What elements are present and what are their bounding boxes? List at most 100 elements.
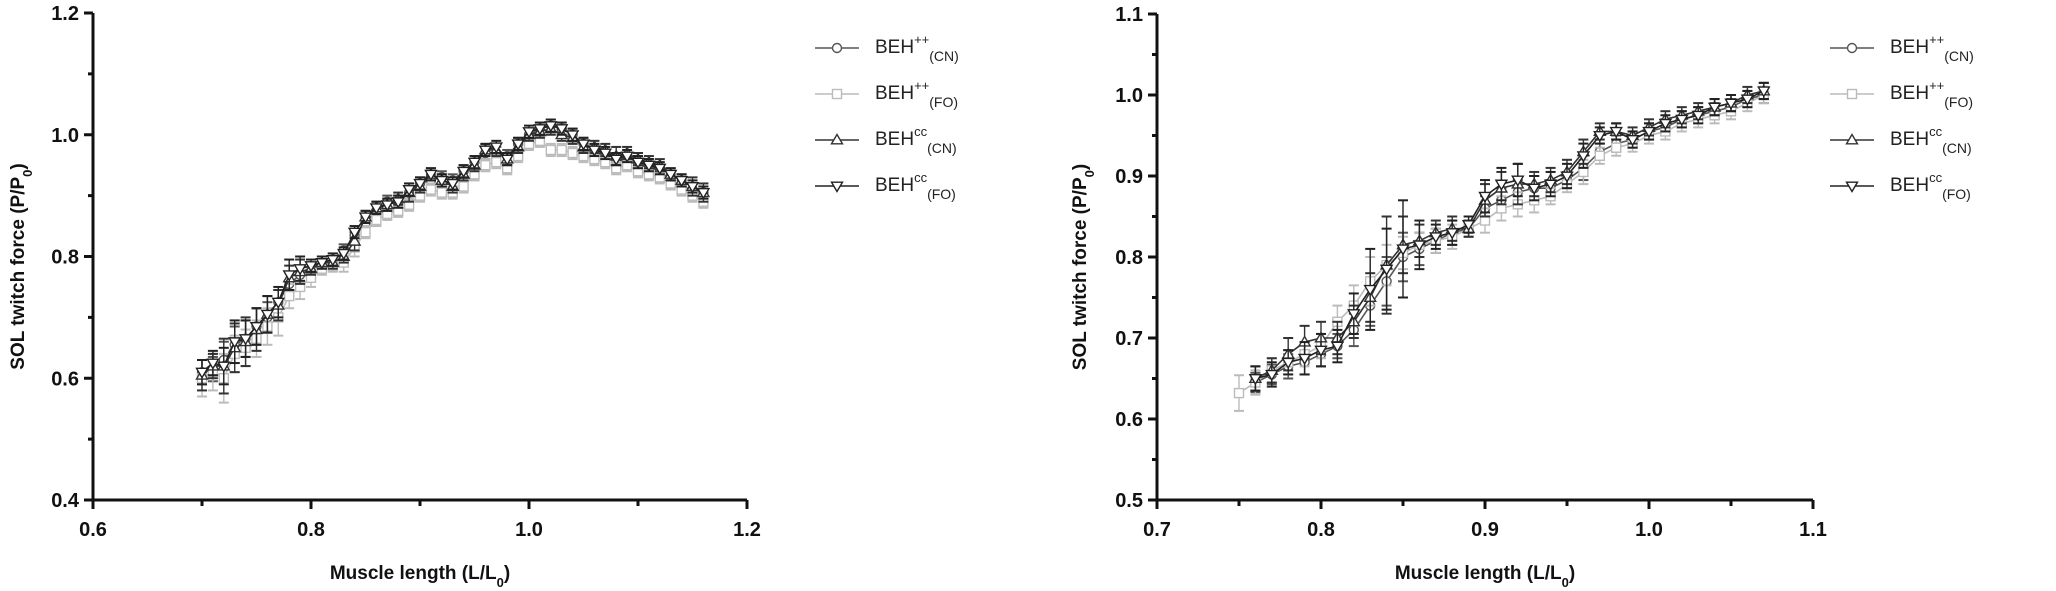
data-point [195, 367, 209, 380]
y-tick-label: 1.0 [1115, 85, 1143, 107]
data-point [1642, 126, 1656, 139]
legend-label-superscript: ++ [914, 32, 929, 47]
series-triangle-up [195, 121, 711, 395]
data-point [458, 181, 469, 192]
y-tick-label: 1.0 [51, 125, 79, 147]
data-point [238, 334, 253, 346]
axis-title: SOL twitch force (P/P0) [1070, 164, 1097, 370]
data-point [402, 184, 416, 197]
data-point [1740, 94, 1755, 106]
data-point [456, 166, 471, 179]
x-tick-label: 0.8 [1307, 519, 1335, 541]
series-line [1255, 90, 1764, 380]
data-point [1347, 309, 1361, 321]
axis-title: SOL twitch force (P/P0) [8, 163, 35, 369]
data-point [609, 154, 623, 166]
data-point [545, 144, 556, 156]
data-point [326, 254, 340, 267]
legend-label-subscript: (CN) [1944, 48, 1974, 64]
y-tick-label: 1.2 [51, 3, 79, 25]
legend-label: BEHcc(CN) [875, 124, 957, 156]
data-point [360, 226, 371, 238]
data-point [567, 147, 578, 159]
data-point [511, 139, 525, 151]
data-point [260, 309, 275, 322]
y-tick-label: 0.6 [1115, 409, 1143, 431]
data-point [491, 156, 502, 168]
x-tick-label: 0.8 [297, 519, 325, 541]
data-point [478, 145, 493, 157]
series-line [1255, 90, 1765, 380]
data-point [1594, 150, 1606, 161]
data-point [435, 175, 449, 188]
data-point [480, 159, 491, 171]
legend-label-superscript: ++ [1929, 78, 1944, 93]
axis-title: Muscle length (L/L0) [330, 563, 510, 590]
data-point [445, 178, 460, 191]
data-point [685, 181, 700, 194]
data-point [1625, 134, 1640, 147]
data-point [1658, 118, 1673, 131]
data-point [554, 124, 569, 136]
legend-item: BEHcc(CN) [815, 124, 957, 156]
legend-label: BEH++(CN) [875, 32, 959, 64]
data-point [522, 127, 536, 139]
legend-item: BEHcc(CN) [1830, 124, 1972, 156]
data-point [1429, 232, 1443, 244]
data-point [425, 184, 437, 195]
data-point [1379, 264, 1394, 277]
data-point [1675, 114, 1689, 127]
data-point [371, 214, 382, 226]
data-point [347, 234, 362, 246]
legend-marker [831, 88, 843, 100]
axis-title-subscript: 0 [1082, 170, 1097, 177]
data-point [1707, 102, 1722, 115]
chart-2: 0.5 0.6 0.7 0.8 0.9 1.0 1.1 0.7 0.8 0.9 1.0 1.1 Musc… [1070, 4, 1974, 590]
legend-item: BEHcc(FO) [815, 170, 956, 202]
data-point [1330, 341, 1345, 353]
data-point [653, 163, 667, 176]
legend-label-superscript: ++ [1929, 32, 1944, 47]
axis-title-subscript: 0 [1562, 575, 1569, 590]
legend-marker [1846, 88, 1858, 100]
legend-label: BEH++(FO) [1890, 78, 1973, 110]
data-point [1363, 284, 1377, 297]
legend-label-superscript: ++ [914, 78, 929, 93]
axis-title: Muscle length (L/L0) [1395, 563, 1575, 590]
legend-marker [1846, 42, 1858, 54]
data-point [500, 154, 514, 166]
legend-marker [1845, 133, 1859, 145]
data-point [1511, 175, 1525, 187]
data-point [271, 297, 286, 310]
data-point [358, 212, 373, 224]
data-point [598, 148, 613, 160]
data-point [1281, 357, 1295, 370]
data-point [1494, 179, 1509, 191]
legend-marker [831, 42, 843, 54]
data-point [1265, 369, 1279, 382]
data-point [1560, 171, 1574, 183]
legend-label-subscript: (CN) [1942, 140, 1972, 156]
data-point [587, 145, 602, 157]
legend-label-base: BEH [1890, 129, 1929, 150]
data-point [642, 160, 656, 173]
axis-title-end: ) [1070, 164, 1091, 170]
legend-marker [1845, 181, 1859, 193]
data-point [1609, 126, 1623, 139]
data-point [1445, 228, 1459, 240]
data-point [620, 151, 634, 163]
axis-title-main: Muscle length (L/L [1395, 563, 1562, 584]
data-point [391, 197, 405, 209]
axis-title-main: Muscle length (L/L [330, 563, 497, 584]
legend-label-subscript: (CN) [929, 48, 959, 64]
legend-label-superscript: cc [1929, 170, 1943, 185]
legend-label-subscript: (FO) [1942, 186, 1971, 202]
data-point [696, 188, 711, 200]
legend-item: BEH++(CN) [815, 32, 959, 64]
y-tick-label: 0.7 [1115, 328, 1143, 350]
data-point [565, 130, 580, 142]
legend-label-base: BEH [875, 129, 914, 150]
legend-item: BEH++(CN) [1830, 32, 1974, 64]
data-point [424, 169, 438, 182]
